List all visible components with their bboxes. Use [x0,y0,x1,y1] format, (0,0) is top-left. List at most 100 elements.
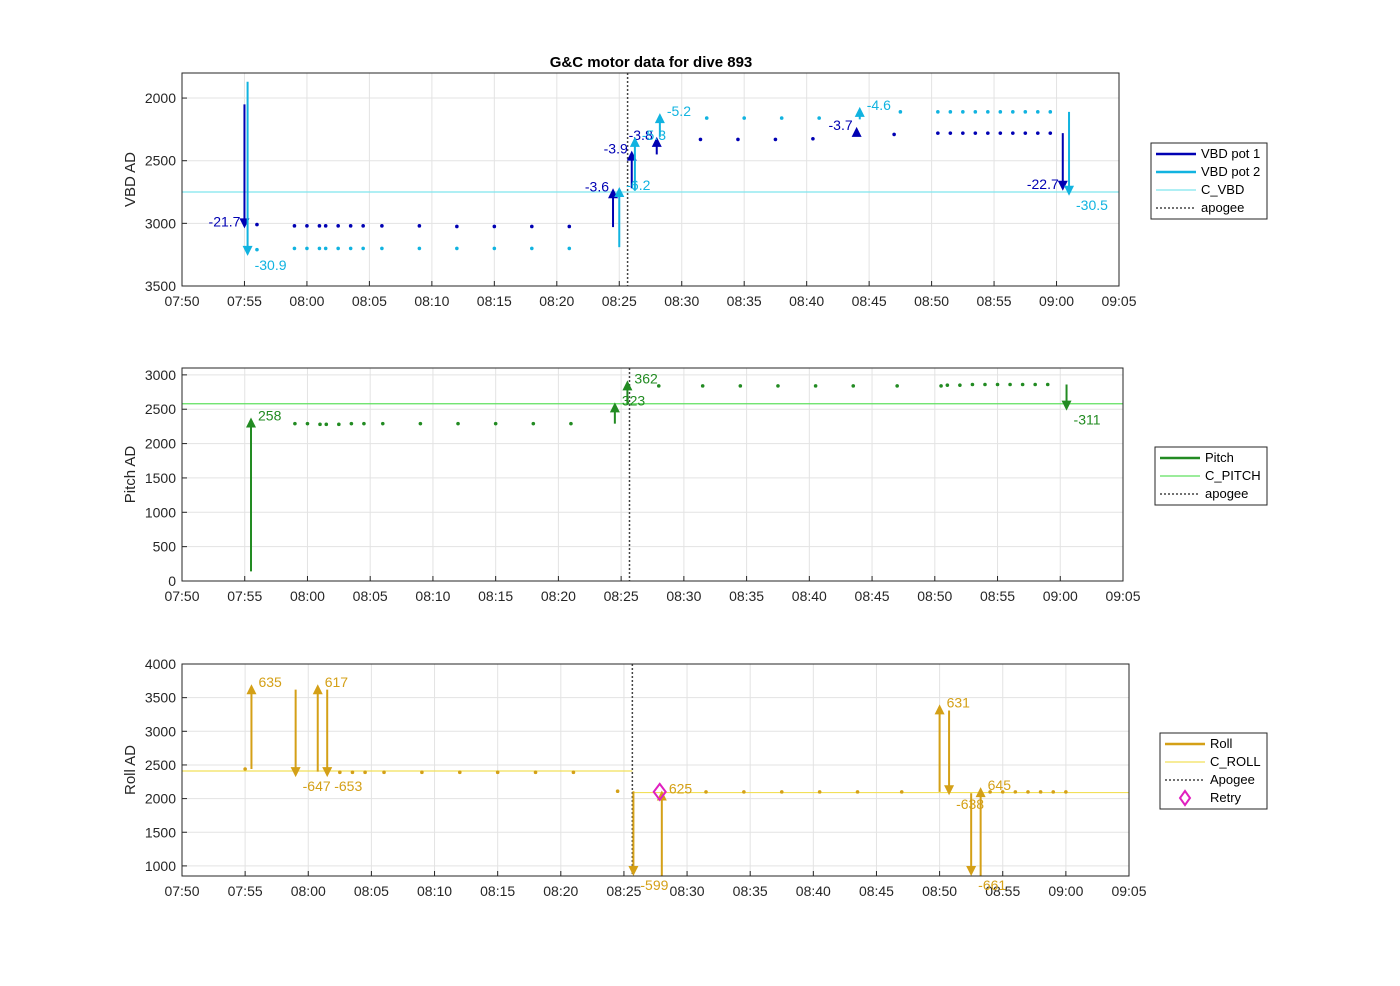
move-label: -30.9 [255,257,287,273]
retry-marker [652,782,667,802]
x-tick-label: 07:55 [228,883,263,899]
data-point [738,384,743,388]
data-point [898,110,903,114]
legend-label: C_VBD [1201,182,1244,197]
move-label: -599 [640,877,668,893]
data-point [656,384,661,388]
x-tick-label: 08:25 [602,293,637,309]
move-label: -5.2 [667,103,691,119]
data-point [495,770,500,775]
y-tick-label: 2500 [145,401,176,417]
x-tick-label: 08:25 [604,588,639,604]
move-label: 258 [258,407,282,423]
legend-label: Roll [1210,736,1233,751]
pitch-panel: 07:50 07:55 08:00 08:05 08:10 08:15 08:20 08:25… [122,367,1268,604]
data-point [1020,382,1025,387]
data-point [305,421,310,426]
data-point [948,110,953,114]
data-point [323,224,328,228]
data-point [995,382,1000,387]
data-point [892,132,896,137]
data-point [936,131,940,135]
data-point [571,770,576,775]
x-tick-label: 08:00 [291,883,326,899]
y-tick-label: 3500 [145,278,176,294]
data-point [380,224,384,228]
y-axis-label: VBD AD [122,152,139,207]
data-point [530,224,534,229]
x-tick-label: 07:50 [164,588,199,604]
y-tick-label: 3500 [145,690,176,706]
y-tick-label: 3000 [145,723,176,739]
y-tick-label: 2000 [145,436,176,452]
data-point [533,770,538,775]
y-tick-label: 500 [153,539,177,555]
x-tick-label: 08:45 [855,588,890,604]
x-tick-label: 09:00 [1043,588,1078,604]
data-point [970,382,975,387]
data-point [255,247,259,252]
data-point [958,383,962,387]
data-point [817,116,821,120]
legend-label: apogee [1205,486,1248,501]
data-point [855,790,860,794]
plot-area [182,73,1119,286]
data-point [243,767,247,771]
data-point [455,224,459,229]
data-point [1051,790,1056,794]
chart-title: G&C motor data for dive 893 [550,54,753,71]
x-tick-label: 08:20 [539,293,574,309]
data-point [1011,131,1015,135]
data-point [936,110,940,114]
move-label: -22.7 [1027,176,1059,192]
data-point [324,422,329,427]
data-point [773,137,778,142]
x-tick-label: 07:55 [227,588,262,604]
x-tick-label: 08:40 [792,588,827,604]
move-arrowhead [934,704,945,715]
x-tick-label: 08:35 [729,588,764,604]
move-arrowhead [944,785,955,796]
y-tick-label: 0 [168,573,176,589]
data-point [948,131,953,135]
move-arrowhead [1064,185,1075,196]
move-label: -311 [1074,412,1101,428]
data-point [1026,790,1030,794]
move-label: 631 [947,694,971,710]
data-point [457,770,462,775]
legend: Roll C_ROLL Apogee Retry [1159,732,1268,810]
x-tick-label: 08:15 [478,588,513,604]
y-tick-label: 4000 [145,656,176,672]
data-point [361,224,365,228]
x-tick-label: 08:50 [917,588,952,604]
data-point [292,246,297,251]
legend-label: VBD pot 2 [1201,164,1260,179]
data-point [817,790,822,794]
data-point [531,421,536,426]
data-point [305,224,309,228]
move-arrowhead [246,684,257,695]
y-tick-label: 1000 [145,504,176,520]
y-tick-label: 3000 [145,215,176,231]
legend-label: Retry [1210,790,1242,805]
legend-label: VBD pot 1 [1201,146,1260,161]
data-point [350,770,355,775]
x-tick-label: 08:30 [666,588,701,604]
data-point [988,790,992,794]
x-tick-label: 09:00 [1048,883,1083,899]
data-point [456,421,460,426]
data-point [1048,131,1053,135]
data-point [704,116,709,120]
data-point [704,790,708,794]
legend-label: apogee [1201,200,1244,215]
move-label: -30.5 [1076,197,1108,213]
x-tick-label: 08:10 [414,293,449,309]
axes-box [181,663,1130,877]
move-arrowhead [628,866,639,876]
x-tick-label: 08:35 [727,293,762,309]
data-point [336,246,340,251]
data-point [349,421,354,426]
move-label: 645 [988,777,1012,793]
x-tick-label: 08:45 [859,883,894,899]
x-tick-label: 08:30 [664,293,699,309]
